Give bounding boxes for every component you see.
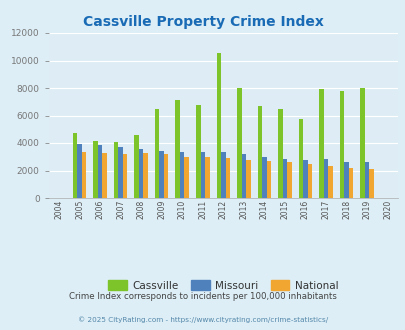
- Bar: [196, 105, 200, 198]
- Bar: [134, 135, 139, 198]
- Bar: [175, 100, 179, 198]
- Bar: [277, 109, 282, 198]
- Bar: [77, 144, 81, 198]
- Bar: [164, 154, 168, 198]
- Bar: [307, 164, 311, 198]
- Bar: [123, 154, 127, 198]
- Bar: [303, 160, 307, 198]
- Bar: [81, 152, 86, 198]
- Bar: [266, 161, 271, 198]
- Bar: [118, 147, 123, 198]
- Bar: [262, 157, 266, 198]
- Bar: [298, 119, 303, 198]
- Text: Cassville Property Crime Index: Cassville Property Crime Index: [82, 15, 323, 29]
- Legend: Cassville, Missouri, National: Cassville, Missouri, National: [104, 276, 342, 295]
- Bar: [369, 169, 373, 198]
- Bar: [200, 152, 205, 198]
- Bar: [93, 141, 98, 198]
- Bar: [155, 109, 159, 198]
- Bar: [159, 151, 164, 198]
- Bar: [339, 91, 343, 198]
- Text: © 2025 CityRating.com - https://www.cityrating.com/crime-statistics/: © 2025 CityRating.com - https://www.city…: [78, 317, 327, 323]
- Bar: [245, 159, 250, 198]
- Bar: [241, 154, 245, 198]
- Bar: [220, 152, 225, 198]
- Bar: [113, 142, 118, 198]
- Bar: [237, 88, 241, 198]
- Bar: [184, 157, 189, 198]
- Bar: [343, 162, 348, 198]
- Bar: [225, 158, 230, 198]
- Bar: [318, 89, 323, 198]
- Bar: [139, 148, 143, 198]
- Bar: [102, 152, 107, 198]
- Bar: [72, 133, 77, 198]
- Bar: [328, 166, 332, 198]
- Text: Crime Index corresponds to incidents per 100,000 inhabitants: Crime Index corresponds to incidents per…: [69, 292, 336, 301]
- Bar: [359, 88, 364, 198]
- Bar: [257, 106, 262, 198]
- Bar: [364, 162, 369, 198]
- Bar: [179, 152, 184, 198]
- Bar: [323, 159, 328, 198]
- Bar: [98, 145, 102, 198]
- Bar: [348, 168, 352, 198]
- Bar: [143, 153, 147, 198]
- Bar: [286, 162, 291, 198]
- Bar: [282, 159, 286, 198]
- Bar: [205, 157, 209, 198]
- Bar: [216, 53, 220, 198]
